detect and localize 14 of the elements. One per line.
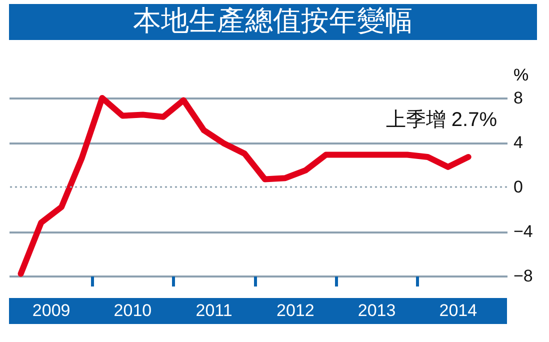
y-tick-label: −4 xyxy=(514,222,533,241)
y-axis-title: % xyxy=(514,66,529,84)
x-tick-label: 2009 xyxy=(32,301,70,320)
x-tick-label: 2014 xyxy=(439,301,478,320)
y-tick-label: 0 xyxy=(514,178,523,196)
x-tick-label: 2013 xyxy=(358,301,396,320)
y-tick-label: −8 xyxy=(514,266,533,286)
y-tick-label: 8 xyxy=(514,88,523,108)
annotation: 上季增 2.7% xyxy=(386,109,498,131)
chart-title: 本地生產總值按年變幅 xyxy=(133,5,413,36)
y-tick-label: 4 xyxy=(514,133,523,152)
x-tick-label: 2011 xyxy=(196,301,232,320)
x-tick-label: 2012 xyxy=(276,301,314,320)
x-tick-label: 2010 xyxy=(114,301,152,320)
